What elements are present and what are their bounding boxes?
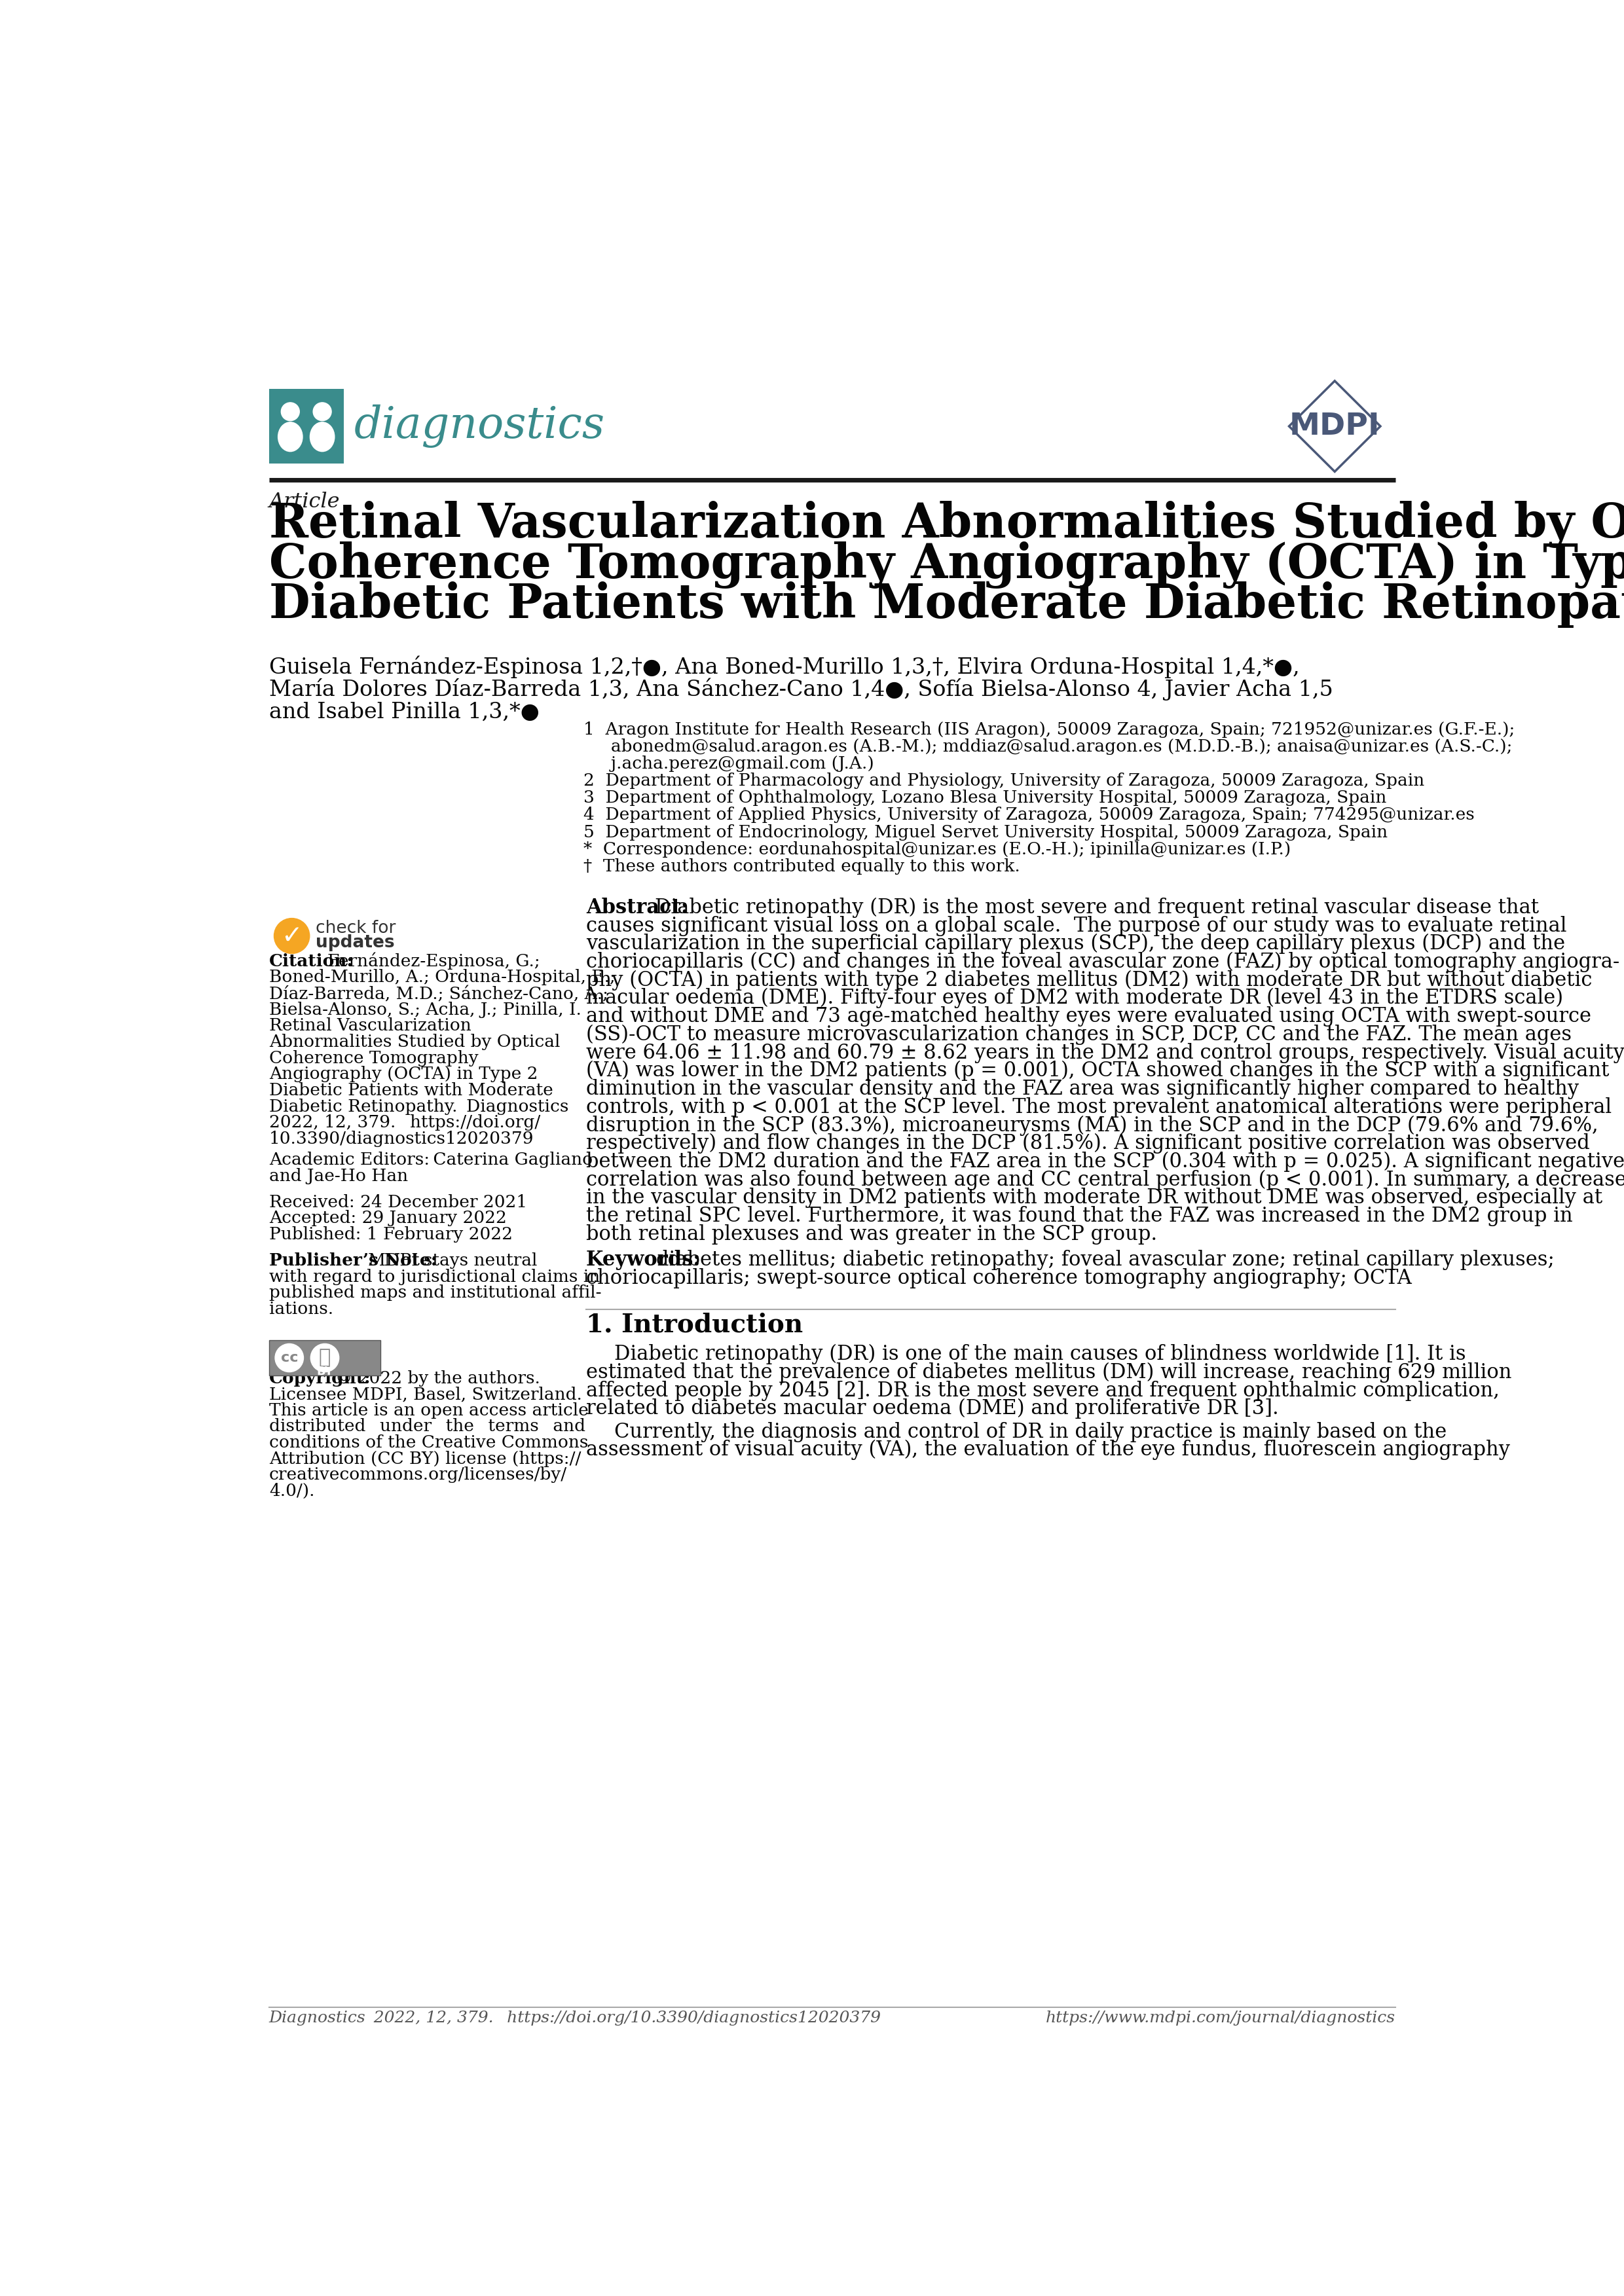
Text: 1  Aragon Institute for Health Research (IIS Aragon), 50009 Zaragoza, Spain; 721: 1 Aragon Institute for Health Research (…	[583, 721, 1515, 737]
Text: Received: 24 December 2021: Received: 24 December 2021	[270, 1194, 528, 1210]
Text: controls, with p < 0.001 at the SCP level. The most prevalent anatomical alterat: controls, with p < 0.001 at the SCP leve…	[586, 1097, 1611, 1118]
Circle shape	[274, 918, 310, 953]
Text: 4.0/).: 4.0/).	[270, 1483, 315, 1499]
Text: Retinal Vascularization Abnormalities Studied by Optical: Retinal Vascularization Abnormalities St…	[270, 501, 1624, 549]
Text: phy (OCTA) in patients with type 2 diabetes mellitus (DM2) with moderate DR but : phy (OCTA) in patients with type 2 diabe…	[586, 969, 1592, 990]
Text: Publisher’s Note:: Publisher’s Note:	[270, 1254, 437, 1270]
Text: Academic Editors: Caterina Gagliano: Academic Editors: Caterina Gagliano	[270, 1153, 593, 1169]
Text: updates: updates	[315, 934, 395, 951]
Text: Ⓘ: Ⓘ	[318, 1348, 331, 1368]
Text: diminution in the vascular density and the FAZ area was significantly higher com: diminution in the vascular density and t…	[586, 1079, 1579, 1100]
Circle shape	[310, 1343, 339, 1373]
Text: and Isabel Pinilla 1,3,*●: and Isabel Pinilla 1,3,*●	[270, 703, 539, 723]
Text: *  Correspondence: eordunahospital@unizar.es (E.O.-H.); ipinilla@unizar.es (I.P.: * Correspondence: eordunahospital@unizar…	[583, 840, 1291, 856]
Text: choriocapillaris (CC) and changes in the foveal avascular zone (FAZ) by optical : choriocapillaris (CC) and changes in the…	[586, 953, 1619, 971]
Text: 5  Department of Endocrinology, Miguel Servet University Hospital, 50009 Zaragoz: 5 Department of Endocrinology, Miguel Se…	[583, 824, 1389, 840]
Text: Published: 1 February 2022: Published: 1 February 2022	[270, 1226, 513, 1242]
Text: in the vascular density in DM2 patients with moderate DR without DME was observe: in the vascular density in DM2 patients …	[586, 1187, 1603, 1208]
Text: Currently, the diagnosis and control of DR in daily practice is mainly based on : Currently, the diagnosis and control of …	[614, 1421, 1447, 1442]
Circle shape	[274, 1343, 304, 1373]
Text: Abstract:: Abstract:	[586, 898, 689, 918]
Text: abonedm@salud.aragon.es (A.B.-M.); mddiaz@salud.aragon.es (M.D.D.-B.); anaisa@un: abonedm@salud.aragon.es (A.B.-M.); mddia…	[583, 739, 1512, 755]
Circle shape	[281, 402, 299, 420]
Text: creativecommons.org/licenses/by/: creativecommons.org/licenses/by/	[270, 1467, 567, 1483]
Text: BY: BY	[317, 1366, 333, 1378]
Text: Diagnostics  2022, 12, 379.  https://doi.org/10.3390/diagnostics12020379: Diagnostics 2022, 12, 379. https://doi.o…	[270, 2011, 882, 2025]
Text: María Dolores Díaz-Barreda 1,3, Ana Sánchez-Cano 1,4●, Sofía Bielsa-Alonso 4, Ja: María Dolores Díaz-Barreda 1,3, Ana Sánc…	[270, 677, 1333, 700]
Text: estimated that the prevalence of diabetes mellitus (DM) will increase, reaching : estimated that the prevalence of diabete…	[586, 1362, 1512, 1382]
Text: choriocapillaris; swept-source optical coherence tomography angiography; OCTA: choriocapillaris; swept-source optical c…	[586, 1267, 1411, 1288]
Bar	[270, 1341, 380, 1375]
Text: with regard to jurisdictional claims in: with regard to jurisdictional claims in	[270, 1270, 599, 1286]
Text: related to diabetes macular oedema (DME) and proliferative DR [3].: related to diabetes macular oedema (DME)…	[586, 1398, 1278, 1419]
Text: published maps and institutional affil-: published maps and institutional affil-	[270, 1286, 601, 1302]
Text: Attribution (CC BY) license (https://: Attribution (CC BY) license (https://	[270, 1451, 581, 1467]
Text: https://www.mdpi.com/journal/diagnostics: https://www.mdpi.com/journal/diagnostics	[1046, 2011, 1395, 2025]
Text: Article: Article	[270, 491, 339, 512]
Text: Copyright:: Copyright:	[270, 1371, 370, 1387]
Text: check for: check for	[315, 921, 396, 937]
Text: Bielsa-Alonso, S.; Acha, J.; Pinilla, I.: Bielsa-Alonso, S.; Acha, J.; Pinilla, I.	[270, 1001, 581, 1017]
Text: correlation was also found between age and CC central perfusion (p < 0.001). In : correlation was also found between age a…	[586, 1169, 1624, 1189]
Text: iations.: iations.	[270, 1302, 333, 1318]
Text: affected people by 2045 [2]. DR is the most severe and frequent ophthalmic compl: affected people by 2045 [2]. DR is the m…	[586, 1380, 1499, 1401]
Text: Licensee MDPI, Basel, Switzerland.: Licensee MDPI, Basel, Switzerland.	[270, 1387, 581, 1403]
Text: Coherence Tomography Angiography (OCTA) in Type 2: Coherence Tomography Angiography (OCTA) …	[270, 542, 1624, 588]
Text: MDPI stays neutral: MDPI stays neutral	[369, 1254, 538, 1270]
Text: 3  Department of Ophthalmology, Lozano Blesa University Hospital, 50009 Zaragoza: 3 Department of Ophthalmology, Lozano Bl…	[583, 790, 1387, 806]
Text: Diabetic Patients with Moderate: Diabetic Patients with Moderate	[270, 1081, 554, 1097]
Text: Accepted: 29 January 2022: Accepted: 29 January 2022	[270, 1210, 507, 1226]
Text: (VA) was lower in the DM2 patients (p = 0.001), OCTA showed changes in the SCP w: (VA) was lower in the DM2 patients (p = …	[586, 1061, 1609, 1081]
Text: This article is an open access article: This article is an open access article	[270, 1403, 588, 1419]
Text: and Jae-Ho Han: and Jae-Ho Han	[270, 1169, 408, 1185]
Text: distributed  under  the  terms  and: distributed under the terms and	[270, 1419, 585, 1435]
Text: 4  Department of Applied Physics, University of Zaragoza, 50009 Zaragoza, Spain;: 4 Department of Applied Physics, Univers…	[583, 806, 1475, 824]
Text: MDPI: MDPI	[1289, 411, 1380, 441]
Text: Coherence Tomography: Coherence Tomography	[270, 1049, 479, 1065]
Text: ✓: ✓	[281, 923, 302, 948]
Text: conditions of the Creative Commons: conditions of the Creative Commons	[270, 1435, 588, 1451]
Text: Angiography (OCTA) in Type 2: Angiography (OCTA) in Type 2	[270, 1065, 538, 1081]
Text: cc: cc	[281, 1352, 297, 1364]
Ellipse shape	[278, 422, 304, 452]
Text: respectively) and flow changes in the DCP (81.5%). A significant positive correl: respectively) and flow changes in the DC…	[586, 1134, 1590, 1153]
Text: 10.3390/diagnostics12020379: 10.3390/diagnostics12020379	[270, 1130, 534, 1148]
Text: j.acha.perez@gmail.com (J.A.): j.acha.perez@gmail.com (J.A.)	[583, 755, 874, 771]
Text: Diabetic Retinopathy.  Diagnostics: Diabetic Retinopathy. Diagnostics	[270, 1097, 568, 1114]
Text: Guisela Fernández-Espinosa 1,2,†●, Ana Boned-Murillo 1,3,†, Elvira Orduna-Hospit: Guisela Fernández-Espinosa 1,2,†●, Ana B…	[270, 657, 1299, 677]
Text: Díaz-Barreda, M.D.; Sánchez-Cano, A.;: Díaz-Barreda, M.D.; Sánchez-Cano, A.;	[270, 985, 607, 1001]
Text: macular oedema (DME). Fifty-four eyes of DM2 with moderate DR (level 43 in the E: macular oedema (DME). Fifty-four eyes of…	[586, 987, 1564, 1008]
Text: †  These authors contributed equally to this work.: † These authors contributed equally to t…	[583, 859, 1020, 875]
Text: causes significant visual loss on a global scale.  The purpose of our study was : causes significant visual loss on a glob…	[586, 916, 1567, 937]
Text: Diabetic retinopathy (DR) is one of the main causes of blindness worldwide [1]. : Diabetic retinopathy (DR) is one of the …	[614, 1343, 1466, 1364]
Ellipse shape	[310, 422, 335, 452]
Text: Keywords:: Keywords:	[586, 1249, 702, 1270]
Text: (SS)-OCT to measure microvascularization changes in SCP, DCP, CC and the FAZ. Th: (SS)-OCT to measure microvascularization…	[586, 1024, 1572, 1045]
Text: both retinal plexuses and was greater in the SCP group.: both retinal plexuses and was greater in…	[586, 1224, 1158, 1244]
Text: were 64.06 ± 11.98 and 60.79 ± 8.62 years in the DM2 and control groups, respect: were 64.06 ± 11.98 and 60.79 ± 8.62 year…	[586, 1042, 1624, 1063]
Text: Retinal Vascularization: Retinal Vascularization	[270, 1017, 471, 1033]
Bar	[270, 388, 344, 464]
Text: disruption in the SCP (83.3%), microaneurysms (MA) in the SCP and in the DCP (79: disruption in the SCP (83.3%), microaneu…	[586, 1116, 1598, 1137]
Text: diabetes mellitus; diabetic retinopathy; foveal avascular zone; retinal capillar: diabetes mellitus; diabetic retinopathy;…	[656, 1249, 1554, 1270]
Text: and without DME and 73 age-matched healthy eyes were evaluated using OCTA with s: and without DME and 73 age-matched healt…	[586, 1006, 1592, 1026]
Text: Citation:: Citation:	[270, 953, 354, 969]
Text: Abnormalities Studied by Optical: Abnormalities Studied by Optical	[270, 1033, 560, 1049]
Text: diagnostics: diagnostics	[354, 404, 606, 448]
Text: Diabetic Patients with Moderate Diabetic Retinopathy: Diabetic Patients with Moderate Diabetic…	[270, 581, 1624, 629]
Text: © 2022 by the authors.: © 2022 by the authors.	[335, 1371, 539, 1387]
Text: Boned-Murillo, A.; Orduna-Hospital, E.;: Boned-Murillo, A.; Orduna-Hospital, E.;	[270, 969, 615, 985]
Text: the retinal SPC level. Furthermore, it was found that the FAZ was increased in t: the retinal SPC level. Furthermore, it w…	[586, 1205, 1572, 1226]
Text: Fernández-Espinosa, G.;: Fernández-Espinosa, G.;	[328, 953, 539, 969]
Text: between the DM2 duration and the FAZ area in the SCP (0.304 with p = 0.025). A s: between the DM2 duration and the FAZ are…	[586, 1150, 1624, 1171]
Circle shape	[313, 402, 331, 420]
Text: vascularization in the superficial capillary plexus (SCP), the deep capillary pl: vascularization in the superficial capil…	[586, 934, 1566, 955]
Text: 1. Introduction: 1. Introduction	[586, 1313, 802, 1336]
Text: assessment of visual acuity (VA), the evaluation of the eye fundus, fluorescein : assessment of visual acuity (VA), the ev…	[586, 1440, 1510, 1460]
Text: 2022, 12, 379.  https://doi.org/: 2022, 12, 379. https://doi.org/	[270, 1114, 541, 1130]
Text: Diabetic retinopathy (DR) is the most severe and frequent retinal vascular disea: Diabetic retinopathy (DR) is the most se…	[654, 898, 1538, 918]
Text: 2  Department of Pharmacology and Physiology, University of Zaragoza, 50009 Zara: 2 Department of Pharmacology and Physiol…	[583, 771, 1424, 790]
